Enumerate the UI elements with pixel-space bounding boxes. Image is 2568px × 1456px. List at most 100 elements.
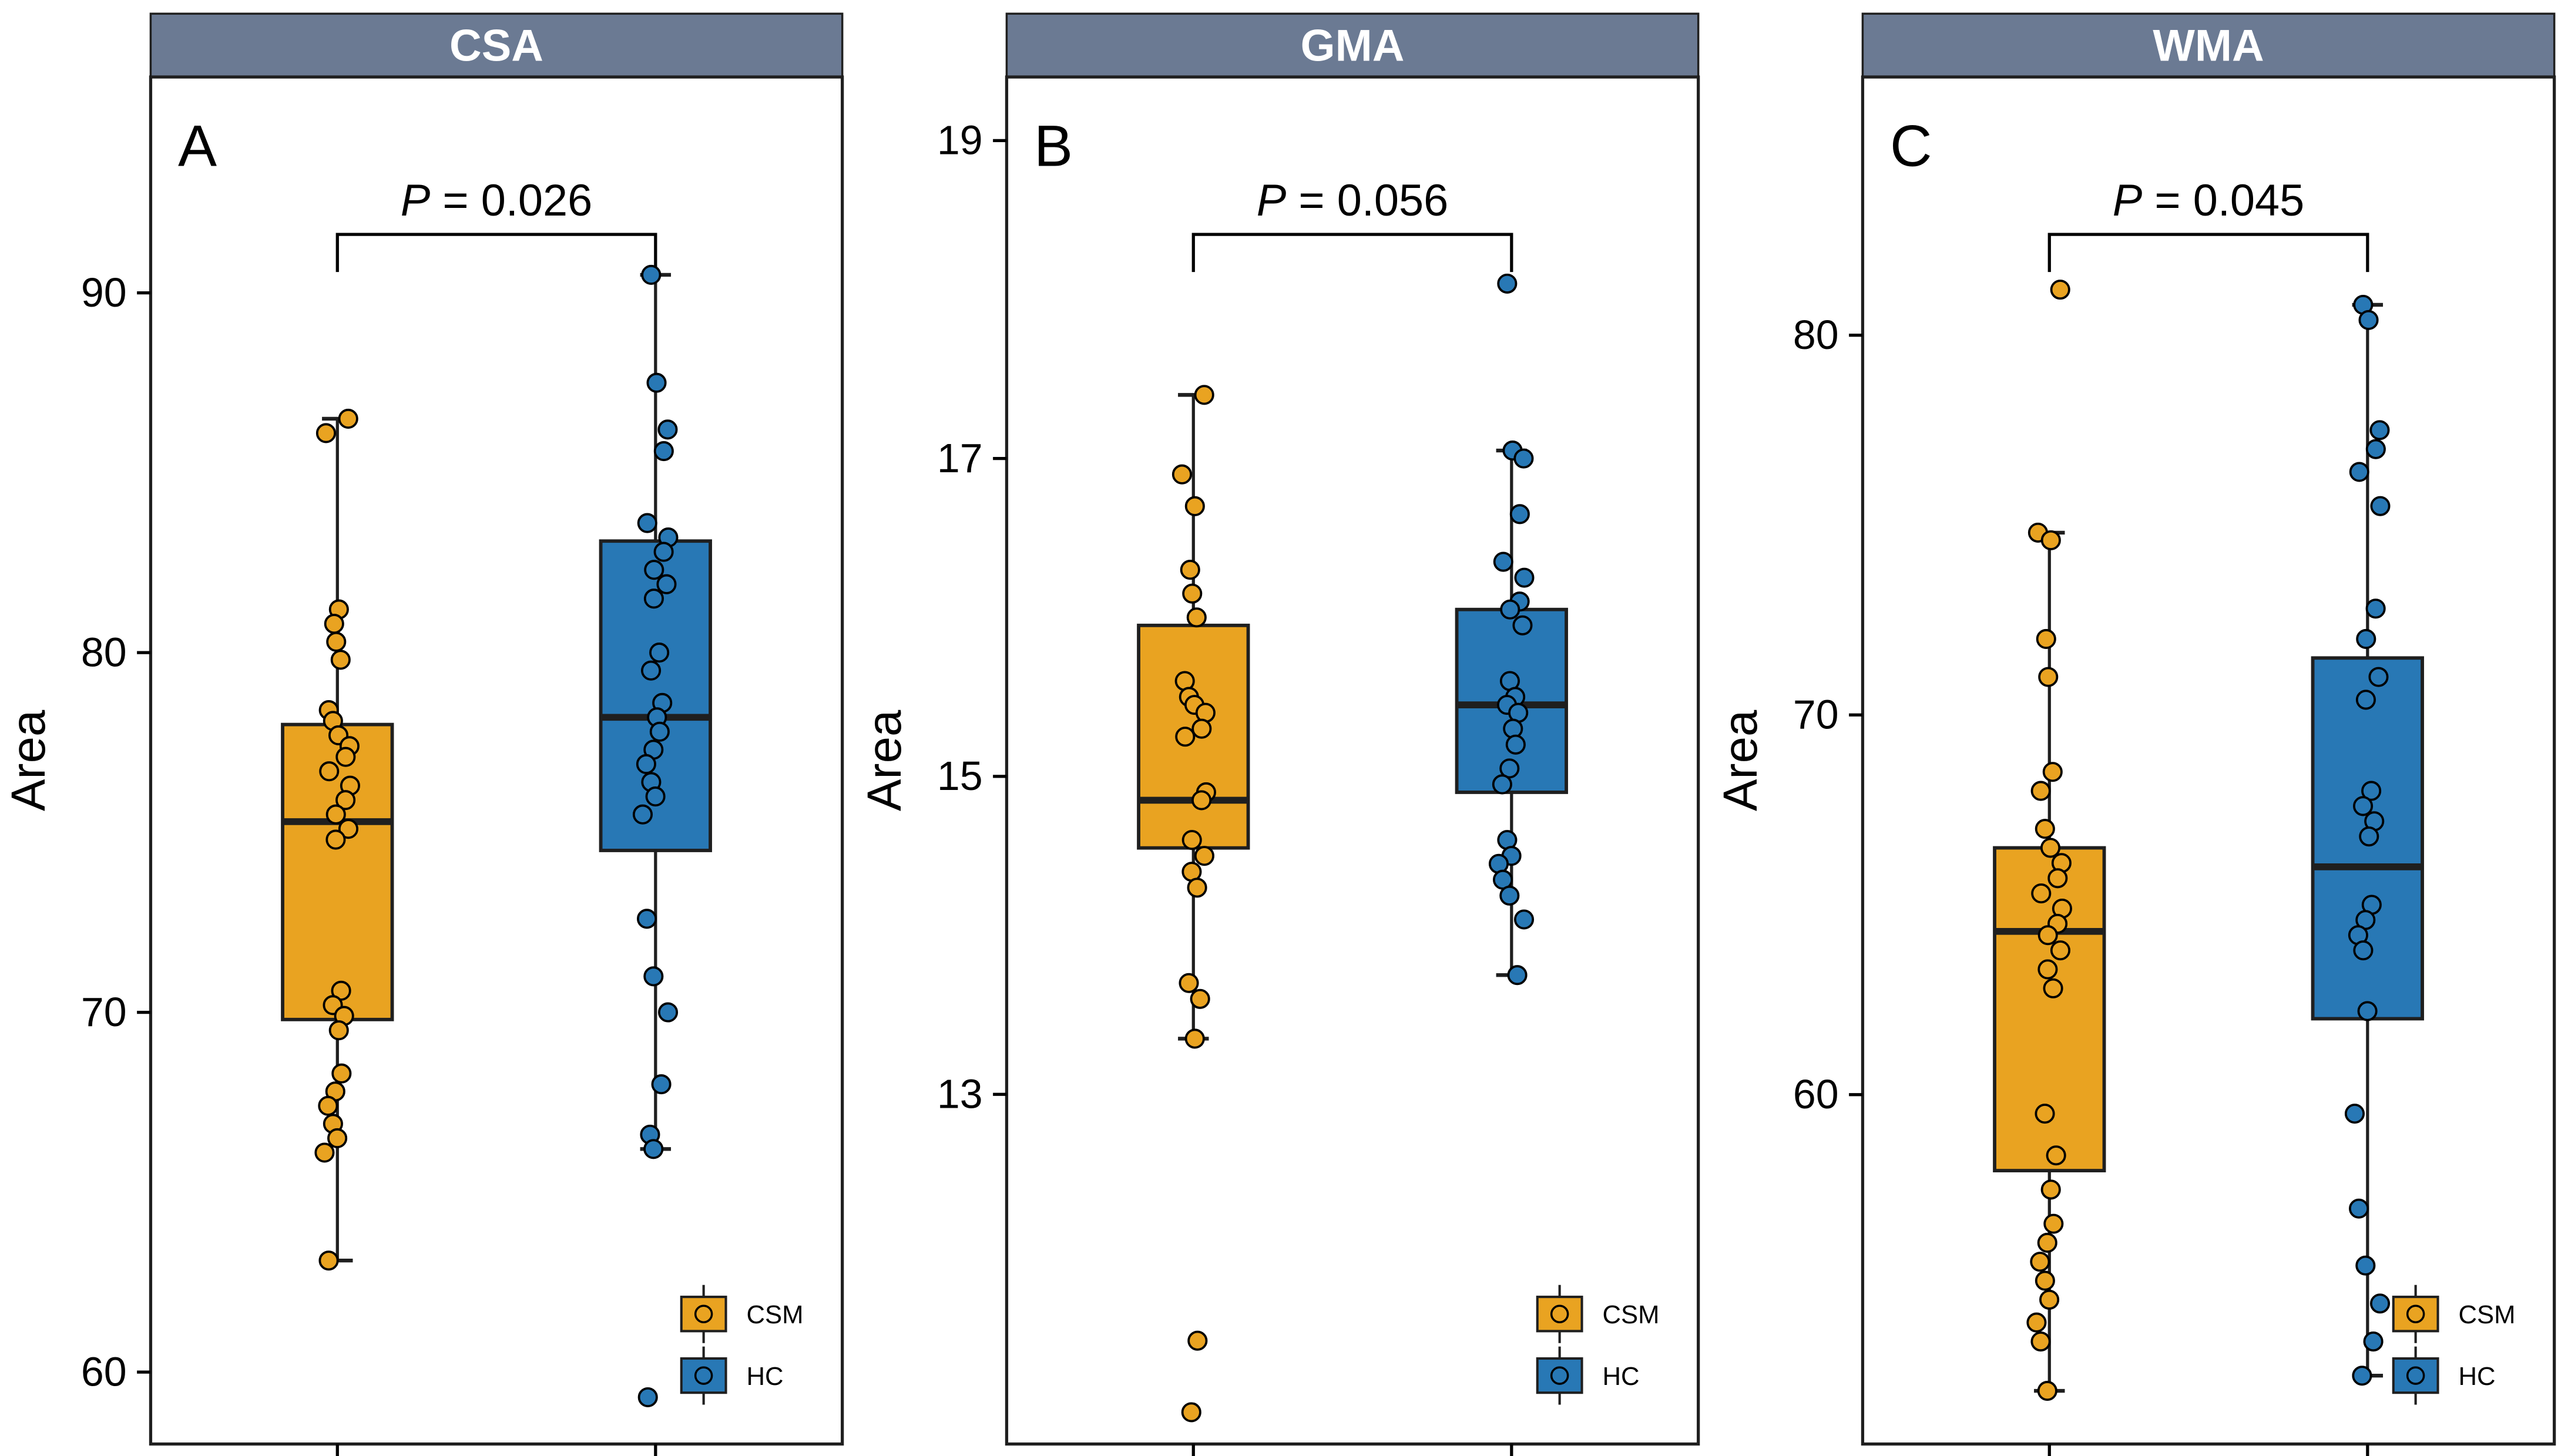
pvalue-label: P = 0.026	[401, 176, 592, 226]
data-point	[2348, 1198, 2369, 1219]
legend-item-csm: CSM	[2392, 1284, 2516, 1343]
panel-wma: WMA 60 70 80 Area C P = 0.045 CSM HC	[1714, 12, 2556, 1456]
legend-key-point	[1550, 1304, 1569, 1323]
data-point	[2039, 1289, 2060, 1310]
data-point	[2046, 1145, 2066, 1166]
data-point	[656, 574, 677, 594]
data-point	[2037, 1232, 2057, 1253]
panel-header	[1861, 12, 2556, 78]
data-point	[2030, 781, 2051, 801]
data-point	[2349, 462, 2369, 482]
data-point	[2357, 1001, 2378, 1021]
data-point	[1186, 607, 1207, 628]
legend-item-hc: HC	[2392, 1346, 2496, 1405]
data-point	[2365, 598, 2386, 619]
data-point	[1184, 496, 1205, 516]
pvalue-bracket	[335, 233, 657, 273]
y-tick-label: 80	[1793, 312, 1839, 358]
data-point	[1194, 846, 1214, 866]
panel-title: CSA	[449, 21, 543, 70]
panel-gma: GMA 13 15 17 19 Area B P = 0.056 CSM HC	[858, 12, 1700, 1456]
data-point	[645, 786, 666, 807]
data-point	[643, 966, 664, 987]
data-point	[327, 1128, 348, 1149]
data-point	[1191, 790, 1212, 811]
data-point	[1509, 504, 1530, 524]
data-point	[2026, 1312, 2047, 1333]
plot-area	[1861, 75, 2556, 1446]
data-point	[1171, 464, 1192, 485]
data-point	[2355, 1255, 2376, 1276]
data-point	[1507, 965, 1528, 986]
y-tick-label: 15	[937, 753, 983, 799]
data-point	[2037, 925, 2058, 946]
y-tick-label: 19	[937, 117, 983, 163]
data-point	[1513, 448, 1534, 469]
boxplot-group-csm	[1137, 385, 1250, 1423]
data-point	[1499, 885, 1520, 906]
data-point	[1513, 909, 1535, 930]
data-point	[657, 419, 678, 440]
panel-letter: C	[1890, 113, 1932, 179]
data-point	[2037, 959, 2058, 980]
data-point	[335, 790, 356, 811]
pvalue-label: P = 0.045	[2113, 176, 2304, 226]
data-point	[1175, 727, 1196, 747]
data-point	[1497, 273, 1518, 294]
boxplot-group-hc	[599, 264, 712, 1408]
boxplot-group-hc	[2311, 294, 2424, 1386]
data-point	[2356, 628, 2376, 649]
data-point	[1493, 552, 1513, 572]
y-tick-label: 60	[81, 1349, 127, 1394]
data-point	[632, 804, 653, 825]
data-point	[1499, 758, 1520, 779]
panel-title: WMA	[2153, 21, 2264, 70]
data-point	[338, 819, 358, 839]
data-point	[1180, 560, 1200, 580]
data-point	[1181, 830, 1202, 850]
data-point	[2361, 781, 2382, 801]
legend-key-point	[694, 1304, 713, 1323]
y-tick-label: 70	[81, 989, 127, 1035]
data-point	[2031, 883, 2052, 904]
boxplot-group-csm	[281, 408, 394, 1271]
data-point	[1503, 718, 1523, 739]
data-point	[2352, 796, 2374, 816]
legend-key-point	[2406, 1304, 2425, 1323]
data-point	[1514, 567, 1535, 588]
plot-area	[1005, 75, 1700, 1446]
data-point	[657, 1002, 679, 1023]
data-point	[2050, 940, 2070, 961]
data-point	[2358, 310, 2379, 330]
data-point	[335, 747, 356, 767]
data-point	[330, 650, 351, 670]
panel-letter: B	[1034, 113, 1073, 179]
data-point	[325, 804, 346, 825]
data-point	[2043, 978, 2063, 998]
data-point	[1190, 988, 1210, 1009]
data-point	[1512, 615, 1533, 635]
legend-key-point	[694, 1366, 713, 1385]
boxplot-group-hc	[1455, 273, 1568, 986]
data-point	[2030, 1331, 2051, 1352]
pvalue-bracket	[1191, 233, 1513, 273]
data-point	[1182, 583, 1203, 604]
data-point	[2359, 826, 2379, 847]
data-point	[2355, 690, 2376, 710]
legend: CSM HC	[680, 1284, 804, 1405]
panel-csa: CSA 60 70 80 90 Area A P = 0.026 CSM HC	[2, 12, 844, 1456]
data-point	[315, 423, 336, 443]
data-point	[2035, 1270, 2055, 1291]
data-point	[2369, 1293, 2391, 1314]
data-point	[2352, 1366, 2372, 1386]
data-point	[649, 643, 670, 663]
y-tick-label: 17	[937, 435, 983, 481]
data-point	[1187, 877, 1207, 898]
data-point	[2353, 940, 2374, 961]
panel-header	[1005, 12, 1700, 78]
legend-item-hc: HC	[680, 1346, 784, 1405]
data-point	[1492, 774, 1512, 795]
y-axis-label: Area	[858, 709, 911, 811]
data-point	[1500, 599, 1520, 620]
